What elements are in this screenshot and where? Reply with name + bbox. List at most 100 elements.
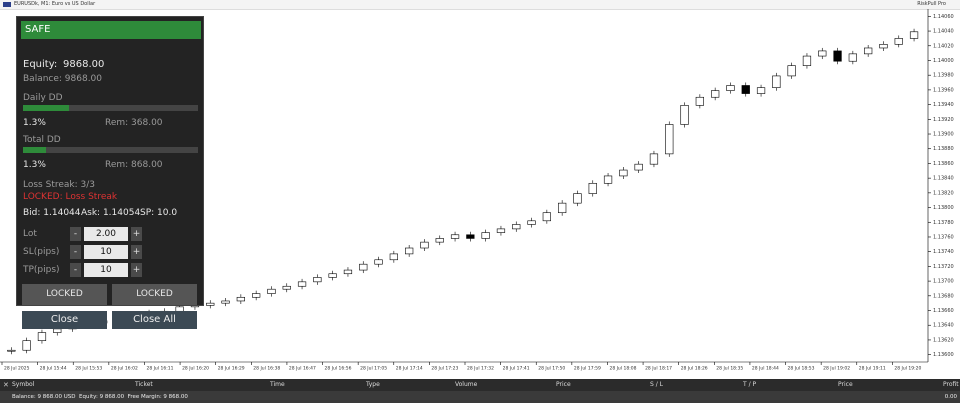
candle: [359, 263, 368, 271]
input-field[interactable]: 2.00: [84, 227, 128, 241]
input-field[interactable]: 10: [84, 263, 128, 277]
column-header: Time: [270, 381, 285, 388]
plus-button[interactable]: +: [131, 227, 142, 241]
y-tick-label: 1.13600: [933, 352, 954, 358]
total-dd-rem: Rem: 868.00: [105, 160, 163, 170]
candle: [53, 328, 62, 333]
input-field[interactable]: 10: [84, 245, 128, 259]
minus-button[interactable]: -: [70, 245, 81, 259]
y-tick-label: 1.13840: [933, 176, 954, 182]
y-tick-label: 1.14060: [933, 14, 954, 20]
candle: [450, 234, 460, 239]
candle: [558, 202, 567, 214]
candle: [252, 293, 261, 298]
candle: [711, 90, 720, 98]
candle: [802, 55, 812, 66]
total-dd-fill: [23, 147, 46, 153]
candle: [588, 182, 597, 194]
close-all-button[interactable]: Close All: [112, 311, 197, 329]
candle: [37, 332, 47, 341]
input-label: TP(pips): [23, 265, 60, 275]
candle: [634, 163, 643, 171]
total-dd-track: [23, 147, 198, 153]
candle: [481, 232, 490, 239]
x-tick-label: 28 Jul 19:02: [823, 366, 850, 372]
indicator-name: RiskPull Pro: [917, 1, 946, 7]
profit: 0.00: [944, 394, 957, 400]
candle: [297, 281, 307, 287]
x-tick-label: 28 Jul 15:53: [75, 366, 102, 372]
input-label: Lot: [23, 229, 37, 239]
y-tick-label: 1.13720: [933, 264, 954, 270]
close-icon[interactable]: ✕: [3, 381, 9, 389]
x-tick-label: 28 Jul 18:08: [609, 366, 636, 372]
balance-row: Balance: 9 868.00 USD Equity: 9 868.00 F…: [12, 394, 188, 400]
y-tick-label: 1.13880: [933, 146, 954, 152]
daily-dd-fill: [23, 105, 69, 111]
candle: [603, 175, 613, 184]
y-tick-label: 1.13920: [933, 117, 954, 123]
locked-button[interactable]: LOCKED: [112, 284, 197, 305]
column-header: S / L: [650, 381, 663, 388]
y-tick-label: 1.13980: [933, 73, 954, 79]
candle: [848, 53, 857, 62]
x-tick-label: 28 Jul 17:50: [538, 366, 565, 372]
column-header: T / P: [743, 381, 757, 388]
y-tick-label: 1.13640: [933, 323, 954, 329]
candle: [7, 349, 16, 352]
y-tick-label: 1.13760: [933, 234, 954, 240]
y-tick-label: 1.13620: [933, 337, 954, 343]
candle: [374, 259, 383, 265]
flag-icon: [3, 2, 11, 7]
x-tick-label: 28 Jul 17:59: [574, 366, 601, 372]
candle: [527, 220, 536, 225]
y-tick-label: 1.13800: [933, 205, 954, 211]
x-tick-label: 28 Jul 18:53: [788, 366, 815, 372]
loss-streak: Loss Streak: 3/3: [23, 180, 95, 190]
candle: [466, 234, 475, 239]
daily-dd-label: Daily DD: [23, 93, 63, 103]
x-tick-label: 28 Jul 16:02: [111, 366, 138, 372]
candle: [496, 228, 506, 233]
risk-panel: SAFE Equity: 9868.00 Balance: 9868.00 Da…: [16, 16, 204, 306]
x-tick-label: 28 Jul 18:17: [645, 366, 672, 372]
column-header: Type: [366, 381, 380, 388]
minus-button[interactable]: -: [70, 227, 81, 241]
y-tick-label: 1.13820: [933, 190, 954, 196]
candle: [665, 124, 674, 155]
x-tick-label: 28 Jul 19:11: [859, 366, 886, 372]
column-header: Price: [838, 381, 853, 388]
candle: [573, 193, 582, 204]
y-tick-label: 1.14020: [933, 43, 954, 49]
terminal-header: ✕ Symbol Ticket Time Type Volume Price S / L T …: [0, 379, 960, 391]
x-tick-label: 28 Jul 16:20: [182, 366, 209, 372]
ask: Ask: 1.14054: [81, 208, 141, 218]
candle: [695, 96, 704, 106]
candle: [649, 153, 659, 165]
close-button[interactable]: Close: [22, 311, 107, 329]
minus-button[interactable]: -: [70, 263, 81, 277]
candle: [833, 50, 842, 62]
column-header: Volume: [455, 381, 478, 388]
y-tick-label: 1.13900: [933, 132, 954, 138]
candle: [389, 253, 398, 261]
plus-button[interactable]: +: [131, 245, 142, 259]
total-dd-pct: 1.3%: [23, 160, 46, 170]
balance: Balance: 9868.00: [23, 74, 103, 84]
candle: [756, 87, 766, 94]
candle: [909, 31, 919, 39]
candle: [236, 296, 245, 302]
locked-button[interactable]: LOCKED: [22, 284, 107, 305]
candle: [512, 224, 521, 230]
daily-dd-pct: 1.3%: [23, 118, 46, 128]
chart-header: EURUSDk, M1: Euro vs US Dollar RiskPull …: [0, 0, 960, 10]
daily-dd-rem: Rem: 368.00: [105, 118, 163, 128]
candle: [435, 238, 444, 243]
locked-reason: LOCKED: Loss Streak: [23, 192, 118, 202]
y-tick-label: 1.13740: [933, 249, 954, 255]
status-bar: SAFE: [21, 21, 201, 39]
price-chart: 1.13600 1.13620 1.13640 1.13660 1.13680 1.137…: [0, 9, 954, 372]
plus-button[interactable]: +: [131, 263, 142, 277]
candle: [879, 43, 888, 49]
